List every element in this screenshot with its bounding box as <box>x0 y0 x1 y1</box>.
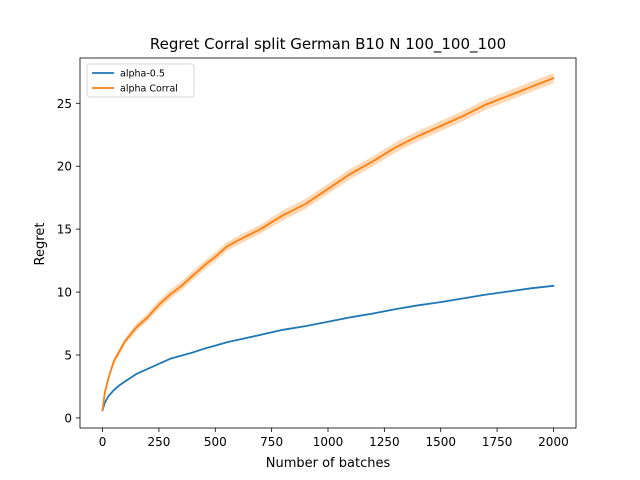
y-tick-label-0: 0 <box>64 411 72 425</box>
y-tick-label-1: 5 <box>64 349 72 363</box>
x-tick-label-3: 750 <box>260 435 283 449</box>
y-axis: 0 5 10 15 20 25 <box>57 97 80 425</box>
chart-title: Regret Corral split German B10 N 100_100… <box>150 35 506 54</box>
y-tick-label-5: 25 <box>57 97 72 111</box>
legend: alpha-0.5 alpha Corral <box>86 63 195 98</box>
series-line-0 <box>101 284 555 412</box>
x-tick-label-6: 1500 <box>425 435 456 449</box>
y-tick-label-2: 10 <box>57 286 72 300</box>
x-tick-label-0: 0 <box>99 435 107 449</box>
y-axis-label: Regret <box>33 223 48 266</box>
x-axis-label: Number of batches <box>266 456 391 471</box>
x-tick-label-4: 1000 <box>313 435 344 449</box>
y-tick-label-4: 20 <box>57 160 72 174</box>
series-line-1 <box>101 77 555 412</box>
x-tick-label-5: 1250 <box>369 435 400 449</box>
legend-label-1: alpha Corral <box>120 84 178 95</box>
x-tick-label-1: 250 <box>147 435 170 449</box>
legend-label-0: alpha-0.5 <box>120 69 165 80</box>
x-axis: 0 250 500 750 1000 1250 1500 1750 2000 <box>99 428 569 449</box>
x-tick-label-8: 2000 <box>538 435 569 449</box>
y-tick-label-3: 15 <box>57 223 72 237</box>
x-tick-label-7: 1750 <box>482 435 513 449</box>
x-tick-label-2: 500 <box>204 435 227 449</box>
